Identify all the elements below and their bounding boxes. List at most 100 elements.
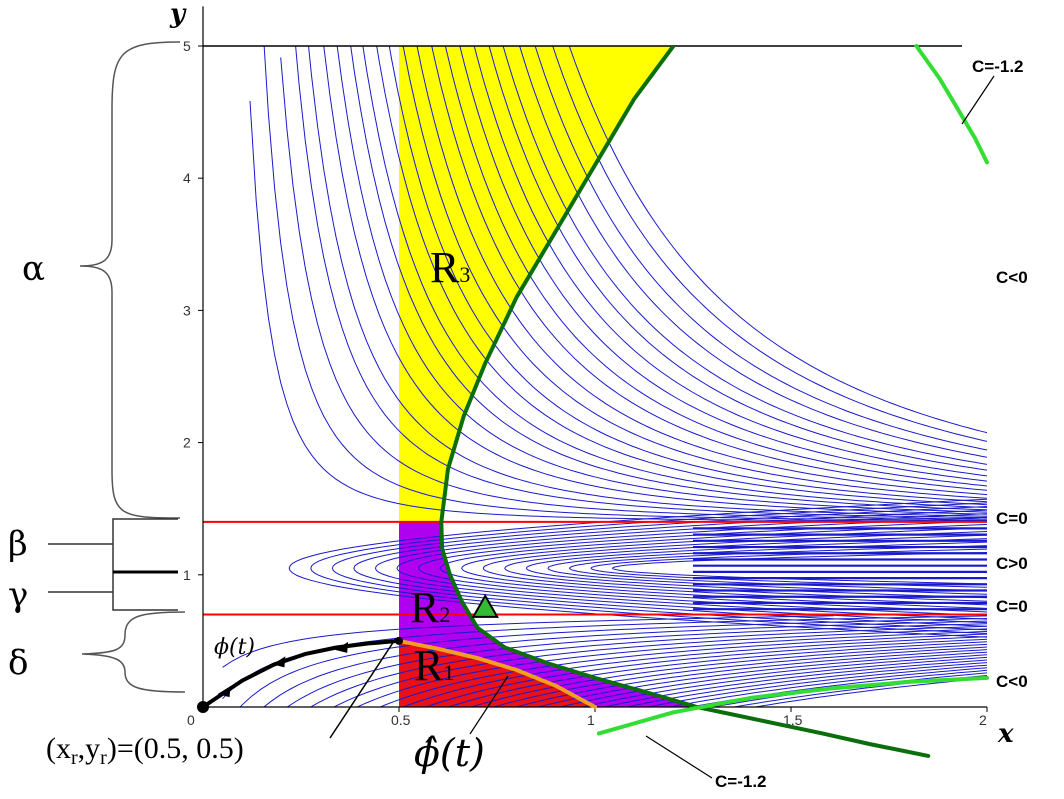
contour-upper-19 [519,46,987,458]
c-neg-top-label: C<0 [996,268,1028,287]
contour-lower-6 [332,628,987,707]
contour-upper-2 [280,57,987,520]
x-tick-label-4: 2 [979,712,987,728]
points-layer [197,593,499,713]
contour-middle-5 [396,516,987,620]
alpha-brace [79,41,181,519]
c-zero-top-label: C=0 [996,509,1028,528]
triangle-point [471,593,499,618]
contour-lower-9 [401,636,987,707]
contour-upper-8 [362,46,987,508]
phi-hat-label: ϕ̂(t) [414,731,485,775]
contour-upper-7 [350,46,987,511]
phi-arrow-2 [217,686,231,698]
c-neg12-bottom-curve [596,675,989,736]
phi-hat-pointer [469,675,509,735]
contour-middle-2 [331,505,987,631]
c-neg12-bottom-label: C=-1.2 [715,772,767,791]
contour-lower-18 [602,659,987,707]
contour-middle-7 [439,523,987,613]
contour-lower-20 [645,664,987,707]
gamma-label: γ [8,575,28,615]
r3-label: R3 [430,243,470,292]
x-tick-label-2: 1 [587,712,595,728]
contour-upper-15 [459,46,987,482]
beta-label: β [8,524,28,564]
contour-upper-14 [444,46,987,487]
contour-lower-17 [580,656,987,707]
region-r1 [399,640,595,707]
contour-lower-4 [286,623,987,707]
contour-upper-0 [249,100,987,522]
curves-layer [201,44,989,758]
phi-curve [201,638,401,709]
contour-lower-19 [623,662,987,707]
beta-gamma-bracket [48,518,178,611]
reference-point-label: (xr,yr)=(0.5, 0.5) [46,732,244,769]
contour-middle-12 [547,541,987,595]
y-tick-label-3: 4 [183,170,191,186]
contour-lower-11 [446,641,987,707]
contour-middle-15 [611,552,987,585]
y-axis-label: y [169,0,187,29]
contour-middle-4 [374,513,987,624]
x-tick-label-3: 1.5 [783,712,803,728]
contour-lower-2 [239,618,987,707]
phi-arrow-1 [272,656,286,668]
contour-lower-3 [263,620,987,707]
reference-point [395,636,403,645]
c-zero-bottom-label: C=0 [996,597,1028,616]
contour-upper-20 [534,46,987,451]
contour-lower-21 [667,667,987,707]
y-tick-label-2: 3 [183,302,191,318]
contour-lower-5 [309,625,987,707]
x-axis-label: x [997,719,1014,749]
reference-point-pointer [329,637,397,739]
contour-middle-3 [353,509,987,627]
c-neg12-top-label: C=-1.2 [972,57,1024,76]
c-pos-label: C>0 [996,554,1028,573]
contour-upper-12 [416,46,987,496]
contour-upper-16 [473,46,987,477]
c-neg12-top-curve [914,44,989,165]
contour-lower-7 [355,631,987,707]
contour-lower-16 [558,654,987,707]
origin-point [197,701,209,713]
alpha-label: α [22,249,45,289]
contour-lower-0 [222,615,835,668]
contour-upper-5 [323,46,987,515]
separatrix-curve [439,46,931,758]
contour-lower-8 [378,633,987,707]
contour-upper-9 [376,46,987,506]
r2-label: R2 [410,583,450,632]
y-tick-label-4: 5 [183,38,191,54]
phi-arrow-0 [335,641,349,653]
contour-upper-4 [308,46,987,517]
y-tick-label-0: 1 [183,567,191,583]
contour-middle-8 [461,527,987,609]
c-neg12-top-pointer [961,75,995,125]
c-neg12-bottom-pointer [645,735,713,779]
contour-middle-0 [288,498,987,638]
contour-upper-11 [402,46,987,499]
contour-upper-21 [552,46,987,442]
phi-hat-curve [397,638,597,709]
phi-label: ϕ(t) [214,635,255,660]
x-tick-label-0: 0 [187,712,195,728]
annotations: α β γ δ R3 R2 R1 C=-1.2 C<0 C=0 C>0 C=0 … [8,41,1028,791]
delta-label: δ [8,643,28,683]
contour-lower-10 [424,638,987,707]
contour-upper-10 [388,46,987,503]
boundary-lines [203,45,987,616]
contour-lines [222,46,987,707]
contour-middle-10 [504,534,987,602]
r1-label: R1 [414,641,454,690]
c-neg-bottom-label: C<0 [996,672,1028,691]
contour-lower-25 [752,677,987,707]
contour-upper-17 [488,46,987,471]
contour-upper-18 [502,46,987,465]
delta-brace [81,611,186,693]
y-tick-label-1: 2 [183,435,191,451]
x-tick-label-1: 0.5 [391,712,411,728]
